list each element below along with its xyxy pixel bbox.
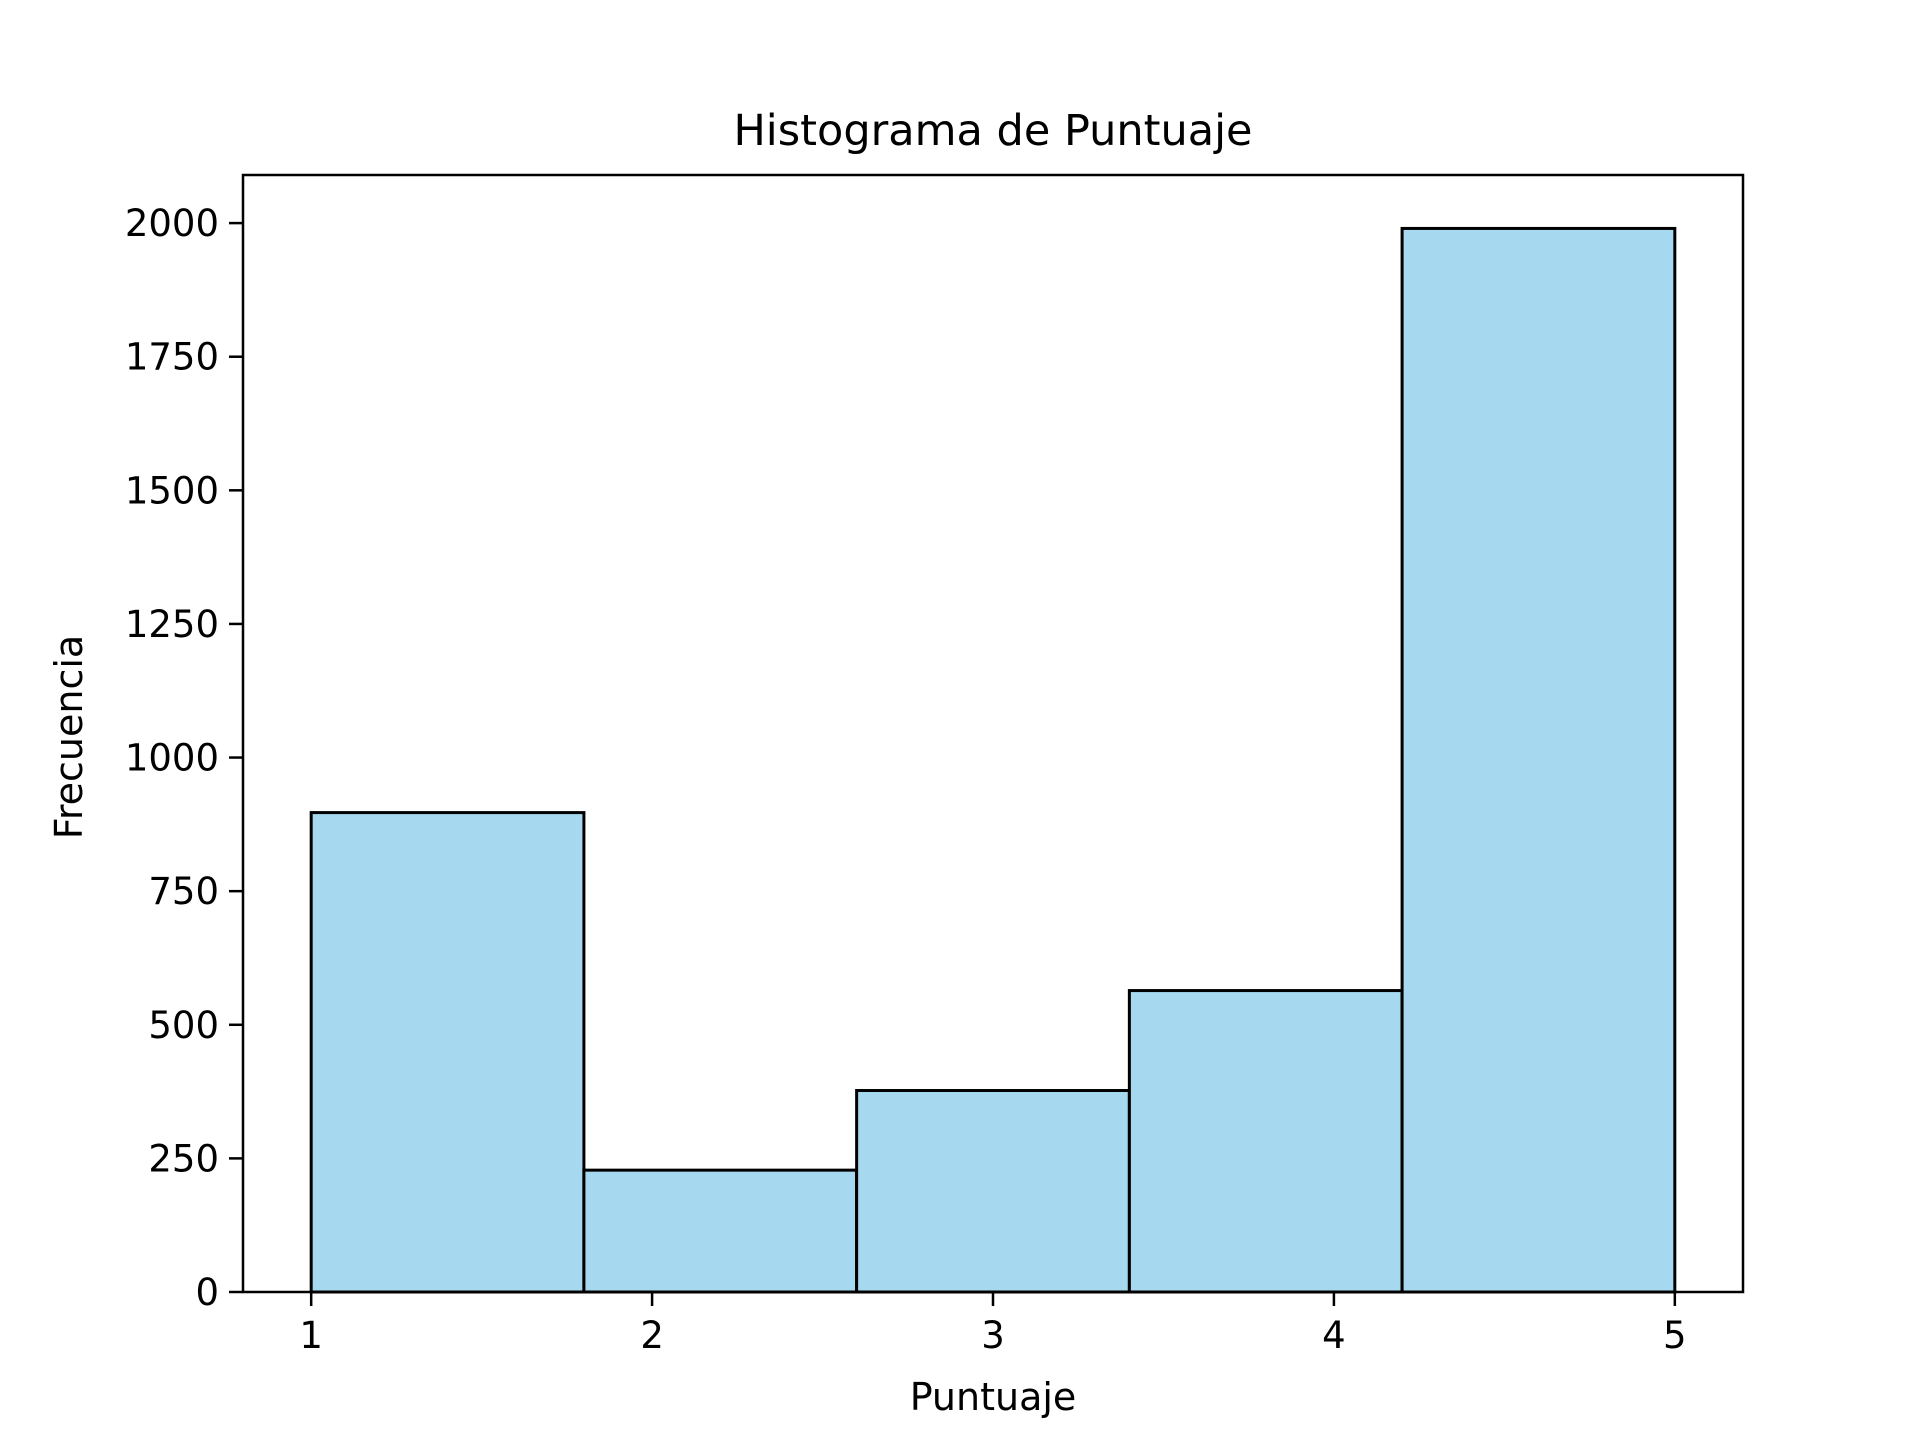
y-tick-label: 0 [195,1271,219,1314]
histogram-bar-5 [1400,226,1677,1294]
y-tick-label: 1000 [125,737,219,780]
histogram-bar-2 [582,1168,859,1294]
y-tick-label: 750 [148,870,219,913]
x-tick-label: 2 [640,1314,664,1357]
histogram-bar-1 [309,811,586,1294]
histogram-bar-4 [1127,989,1404,1294]
x-tick-label: 3 [981,1314,1005,1357]
y-tick-label: 1750 [125,336,219,379]
x-tick-label: 4 [1322,1314,1346,1357]
chart-title: Histograma de Puntuaje [733,106,1252,156]
y-tick-label: 1250 [125,603,219,646]
x-tick-label: 5 [1663,1314,1687,1357]
x-tick-label: 1 [299,1314,323,1357]
x-axis-label: Puntuaje [910,1375,1077,1419]
y-axis-ticks: 0 250 500 750 1000 1250 1500 1750 2000 [125,202,243,1314]
y-axis-label: Frecuencia [47,635,91,839]
y-tick-label: 500 [148,1004,219,1047]
axes-frame [241,173,1745,1294]
x-axis-ticks: 1 2 3 4 5 [299,1292,1687,1357]
y-tick-label: 2000 [125,202,219,245]
bars-group [309,226,1677,1294]
y-tick-label: 250 [148,1137,219,1180]
histogram-bar-3 [855,1089,1131,1294]
y-tick-label: 1500 [125,469,219,512]
